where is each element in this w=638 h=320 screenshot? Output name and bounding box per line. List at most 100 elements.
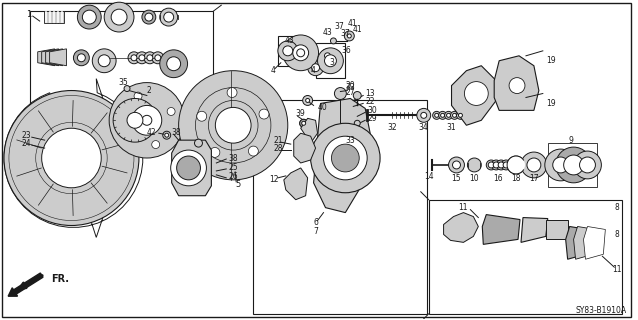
Text: 34: 34 — [419, 123, 429, 132]
Circle shape — [259, 109, 269, 119]
Text: 8: 8 — [615, 230, 619, 239]
Circle shape — [139, 55, 145, 61]
Circle shape — [345, 31, 354, 41]
Circle shape — [165, 133, 168, 137]
Circle shape — [113, 99, 157, 142]
Text: 31: 31 — [447, 123, 456, 132]
Circle shape — [545, 149, 577, 181]
Text: 1: 1 — [27, 10, 32, 19]
Circle shape — [347, 34, 352, 38]
Polygon shape — [574, 227, 595, 259]
Text: 37: 37 — [341, 29, 350, 38]
Circle shape — [167, 57, 181, 71]
Text: 36: 36 — [341, 46, 351, 55]
Circle shape — [486, 160, 496, 170]
Polygon shape — [300, 118, 318, 143]
Text: 14: 14 — [424, 172, 433, 181]
Circle shape — [493, 162, 499, 168]
Circle shape — [503, 162, 509, 168]
Polygon shape — [584, 227, 605, 259]
Circle shape — [248, 146, 258, 156]
Circle shape — [521, 152, 547, 178]
Bar — [316, 43, 345, 78]
Circle shape — [306, 99, 309, 102]
Text: 38: 38 — [172, 128, 181, 137]
Circle shape — [498, 162, 504, 168]
Text: 25: 25 — [228, 164, 238, 172]
Circle shape — [283, 35, 318, 71]
Text: 20: 20 — [346, 81, 355, 90]
Text: 40: 40 — [318, 103, 327, 112]
Polygon shape — [494, 56, 539, 110]
Text: 4: 4 — [311, 66, 316, 75]
FancyArrow shape — [8, 273, 43, 296]
Circle shape — [330, 38, 336, 44]
Circle shape — [155, 55, 161, 61]
Circle shape — [501, 160, 511, 170]
Bar — [278, 36, 298, 66]
Circle shape — [225, 117, 241, 133]
Circle shape — [41, 128, 101, 188]
Circle shape — [353, 131, 361, 139]
Text: 41: 41 — [352, 26, 362, 35]
Polygon shape — [443, 212, 478, 242]
Circle shape — [177, 156, 200, 180]
Text: 24: 24 — [22, 139, 31, 148]
Circle shape — [563, 155, 584, 175]
Polygon shape — [293, 133, 316, 163]
Polygon shape — [50, 49, 66, 66]
Text: 23: 23 — [22, 131, 31, 140]
Circle shape — [164, 12, 174, 22]
Circle shape — [452, 113, 456, 117]
Circle shape — [160, 50, 188, 78]
Circle shape — [527, 158, 541, 172]
Circle shape — [152, 140, 160, 148]
Text: 42: 42 — [146, 128, 156, 137]
Circle shape — [119, 125, 126, 133]
Circle shape — [142, 115, 152, 125]
Text: 7: 7 — [313, 227, 318, 236]
Polygon shape — [46, 49, 63, 66]
Text: 11: 11 — [612, 265, 622, 274]
Circle shape — [152, 52, 164, 64]
Text: 39: 39 — [296, 109, 306, 118]
Text: 28: 28 — [273, 144, 283, 153]
Circle shape — [197, 111, 207, 121]
Circle shape — [297, 49, 305, 57]
Circle shape — [163, 131, 171, 139]
Text: 19: 19 — [545, 99, 556, 108]
Text: 5: 5 — [235, 180, 241, 189]
Circle shape — [77, 54, 85, 62]
Bar — [429, 200, 622, 314]
Circle shape — [511, 160, 521, 170]
Circle shape — [300, 119, 308, 127]
Circle shape — [135, 108, 159, 132]
Circle shape — [308, 60, 323, 76]
Circle shape — [421, 112, 427, 118]
Circle shape — [325, 55, 336, 67]
Text: 30: 30 — [367, 106, 377, 115]
Text: 21: 21 — [273, 136, 283, 145]
Circle shape — [318, 48, 343, 74]
Text: 11: 11 — [459, 203, 468, 212]
Polygon shape — [284, 168, 308, 200]
Text: 6: 6 — [313, 218, 318, 227]
Polygon shape — [452, 66, 496, 125]
Circle shape — [278, 41, 298, 61]
Text: 29: 29 — [367, 114, 377, 123]
Text: 22: 22 — [365, 97, 375, 106]
Text: 2: 2 — [147, 86, 151, 95]
Circle shape — [456, 111, 464, 119]
Text: 33: 33 — [345, 136, 355, 145]
Circle shape — [142, 10, 156, 24]
Circle shape — [160, 8, 177, 26]
Circle shape — [579, 157, 595, 173]
Circle shape — [111, 9, 127, 25]
Circle shape — [302, 95, 313, 105]
Circle shape — [439, 111, 447, 119]
Circle shape — [311, 64, 320, 72]
Circle shape — [353, 92, 361, 100]
Text: 16: 16 — [493, 174, 503, 183]
Circle shape — [488, 162, 494, 168]
Circle shape — [77, 5, 101, 29]
